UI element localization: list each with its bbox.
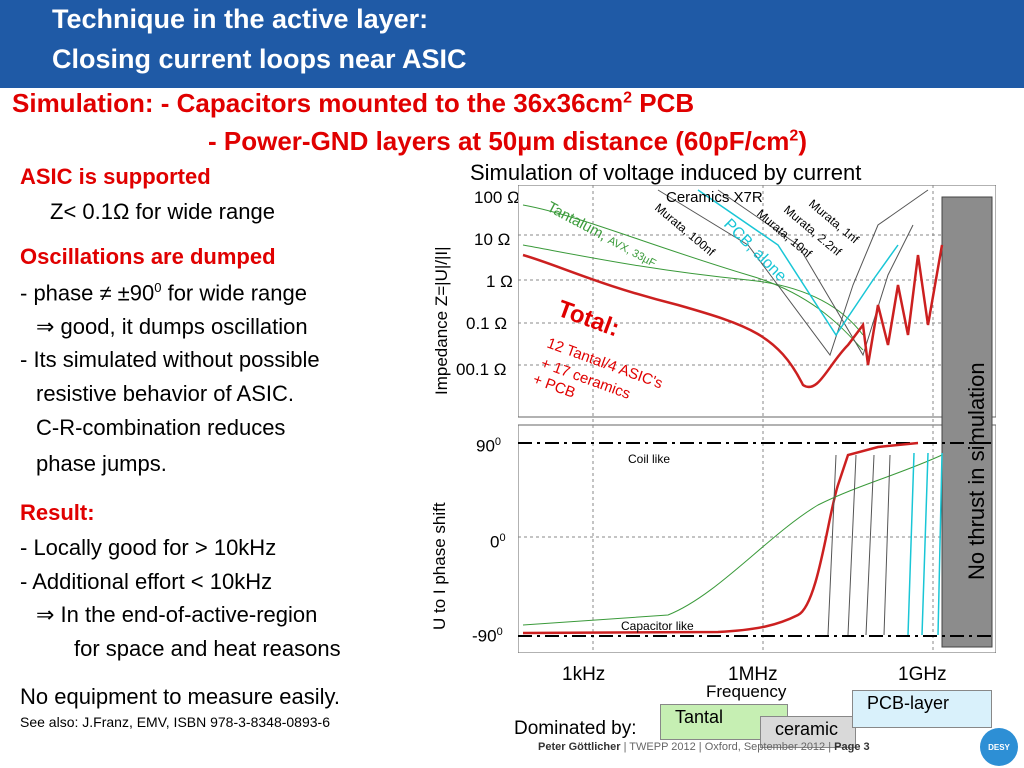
simulation-line1: Simulation: - Capacitors mounted to the … <box>12 88 695 118</box>
text-space-heat: for space and heat reasons <box>74 636 341 661</box>
text-phase: - phase ≠ ±900 for wide range <box>20 280 307 306</box>
slide-title-line1: Technique in the active layer: <box>52 4 429 34</box>
box-pcb-layer: PCB-layer <box>852 690 992 728</box>
y-axis-label-impedance: Impedance Z=|U|/|I| <box>432 246 451 395</box>
text-phase-jumps: phase jumps. <box>36 451 167 476</box>
x-tick-1mhz: 1MHz <box>728 664 778 685</box>
heading-asic-supported: ASIC is supported <box>20 164 211 189</box>
murata-phase-curves <box>827 454 891 636</box>
desy-logo: DESY <box>980 728 1018 766</box>
text-dumps: ⇒ good, it dumps oscillation <box>36 314 308 339</box>
label-ceramics: Ceramics X7R <box>666 189 763 206</box>
dominated-by-label: Dominated by: <box>514 718 637 739</box>
z-tick-10: 10 Ω <box>474 230 511 249</box>
total-curve <box>522 244 944 389</box>
text-resistive: resistive behavior of ASIC. <box>36 381 295 406</box>
plot-svg: Ceramics X7R Tantalum, AVX, 33µF PCB, al… <box>517 184 997 654</box>
phase-tick-minus90: -900 <box>472 626 503 646</box>
simulation-line2: - Power-GND layers at 50µm distance (60p… <box>208 126 807 156</box>
murata-curves-2 <box>717 189 914 357</box>
tantalum-phase-curve <box>522 454 943 626</box>
text-simulated: - Its simulated without possible <box>20 347 320 372</box>
text-additional-effort: - Additional effort < 10kHz <box>20 569 273 594</box>
no-thrust-region <box>941 196 993 648</box>
tantalum-curve-2 <box>522 244 864 336</box>
pcb-phase-curve <box>907 452 943 636</box>
pcb-curve <box>697 189 899 337</box>
slide-title-line2: Closing current loops near ASIC <box>52 44 467 74</box>
x-tick-1khz: 1kHz <box>562 664 606 685</box>
slide-header: Technique in the active layer: Closing c… <box>0 0 1024 88</box>
x-axis-label: Frequency <box>706 682 787 701</box>
phase-tick-0: 00 <box>490 532 506 552</box>
z-tick-100: 100 Ω <box>474 188 520 207</box>
box-ceramic: ceramic <box>760 716 856 748</box>
plot-title: Simulation of voltage induced by current <box>470 160 862 185</box>
text-cr-combination: C-R-combination reduces <box>36 415 286 440</box>
impedance-panel <box>517 184 997 418</box>
x-tick-1ghz: 1GHz <box>898 664 947 685</box>
text-z-range: Z< 0.1Ω for wide range <box>50 199 275 224</box>
grid-lines <box>518 185 942 653</box>
label-no-thrust: No thrust in simulation <box>964 362 989 580</box>
phase-tick-90: 900 <box>476 436 502 456</box>
label-coil-like: Coil like <box>628 452 670 466</box>
murata-curves <box>657 189 929 357</box>
simulation-plot: Ceramics X7R Tantalum, AVX, 33µF PCB, al… <box>517 184 997 654</box>
total-phase-curve <box>522 441 919 635</box>
heading-result: Result: <box>20 500 95 525</box>
y-axis-label-phase: U to I phase shift <box>430 502 449 630</box>
z-tick-0-1: 0.1 Ω <box>466 314 508 333</box>
footer: Peter Göttlicher | TWEPP 2012 | Oxford, … <box>538 741 870 753</box>
z-tick-0-01: 00.1 Ω <box>456 360 507 379</box>
text-locally-good: - Locally good for > 10kHz <box>20 535 277 560</box>
text-no-equipment: No equipment to measure easily. <box>20 684 340 709</box>
heading-oscillations: Oscillations are dumped <box>20 244 276 269</box>
text-end-of-region: ⇒ In the end-of-active-region <box>36 602 318 627</box>
phase-panel <box>517 424 997 654</box>
text-reference: See also: J.Franz, EMV, ISBN 978-3-8348-… <box>20 714 330 730</box>
z-tick-1: 1 Ω <box>486 272 513 291</box>
label-capacitor-like: Capacitor like <box>621 619 694 633</box>
